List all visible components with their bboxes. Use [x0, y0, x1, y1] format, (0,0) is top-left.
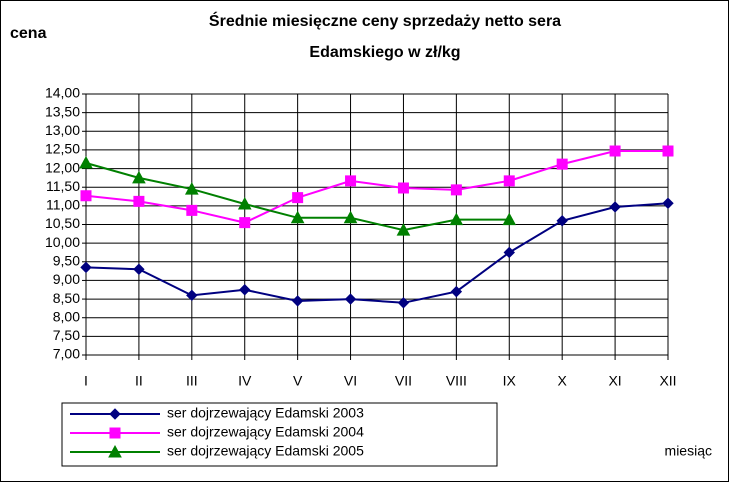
- x-tick-label: VIII: [446, 373, 467, 389]
- point: [186, 204, 198, 216]
- series-line: [85, 150, 668, 224]
- point: [609, 145, 621, 157]
- x-tick-label: XII: [659, 373, 676, 389]
- legend-label: ser dojrzewający Edamski 2003: [167, 405, 364, 421]
- x-axis-label: miesiąc: [665, 443, 712, 459]
- x-tick-label: III: [186, 373, 198, 389]
- legend-label: ser dojrzewający Edamski 2005: [167, 443, 364, 459]
- point: [397, 297, 410, 309]
- y-tick-label: 9,00: [53, 271, 80, 287]
- y-tick-label: 8,50: [53, 290, 80, 306]
- point: [450, 184, 462, 196]
- point: [133, 263, 145, 275]
- x-tick-label: IV: [238, 373, 252, 389]
- point: [80, 261, 92, 274]
- point: [397, 182, 409, 194]
- y-tick-label: 14,00: [45, 85, 80, 101]
- x-tick-label: VI: [344, 373, 357, 389]
- y-tick-label: 10,00: [45, 234, 80, 250]
- point: [132, 170, 146, 184]
- y-axis-label: cena: [10, 25, 47, 42]
- y-tick-label: 11,00: [46, 197, 80, 213]
- x-tick-label: II: [135, 373, 143, 389]
- x-tick-label: XI: [608, 373, 621, 389]
- point: [345, 175, 357, 187]
- y-tick-label: 9,50: [53, 252, 80, 268]
- chart-title: Średnie miesięczne ceny sprzedaży netto …: [209, 11, 561, 30]
- point: [184, 182, 199, 195]
- point: [290, 210, 305, 224]
- x-tick-label: VII: [395, 373, 412, 389]
- y-tick-label: 13,00: [45, 122, 80, 138]
- point: [79, 155, 93, 169]
- chart-title: Edamskiego w zł/kg: [309, 44, 460, 61]
- point: [609, 201, 621, 213]
- point: [450, 285, 463, 298]
- legend-marker: [109, 408, 121, 420]
- y-tick-label: 10,50: [45, 215, 80, 231]
- y-tick-label: 12,50: [45, 141, 80, 157]
- point: [556, 215, 568, 227]
- y-tick-label: 11,50: [46, 178, 80, 194]
- x-tick-label: I: [84, 373, 88, 389]
- point: [239, 284, 251, 296]
- point: [292, 192, 304, 204]
- y-tick-label: 13,50: [45, 103, 80, 119]
- point: [503, 246, 515, 259]
- legend-marker: [108, 444, 122, 458]
- point: [396, 223, 411, 236]
- y-tick-label: 7,50: [53, 327, 80, 343]
- series-line: [85, 202, 669, 304]
- point: [662, 145, 674, 157]
- y-tick-label: 7,00: [53, 346, 80, 362]
- point: [449, 212, 464, 226]
- point: [556, 158, 568, 170]
- y-tick-label: 8,00: [53, 308, 80, 324]
- legend-label: ser dojrzewający Edamski 2004: [167, 424, 364, 440]
- x-tick-label: V: [293, 373, 303, 389]
- point: [343, 210, 358, 224]
- point: [80, 190, 92, 202]
- point: [291, 295, 304, 307]
- point: [133, 195, 145, 207]
- x-tick-label: X: [558, 373, 568, 389]
- point: [502, 212, 517, 226]
- legend-marker: [109, 427, 121, 439]
- x-tick-label: IX: [503, 373, 517, 389]
- point: [503, 175, 515, 187]
- point: [662, 197, 674, 209]
- point: [186, 289, 198, 302]
- point: [344, 293, 357, 305]
- y-tick-label: 12,00: [45, 159, 80, 175]
- point: [237, 196, 252, 210]
- point: [239, 217, 251, 229]
